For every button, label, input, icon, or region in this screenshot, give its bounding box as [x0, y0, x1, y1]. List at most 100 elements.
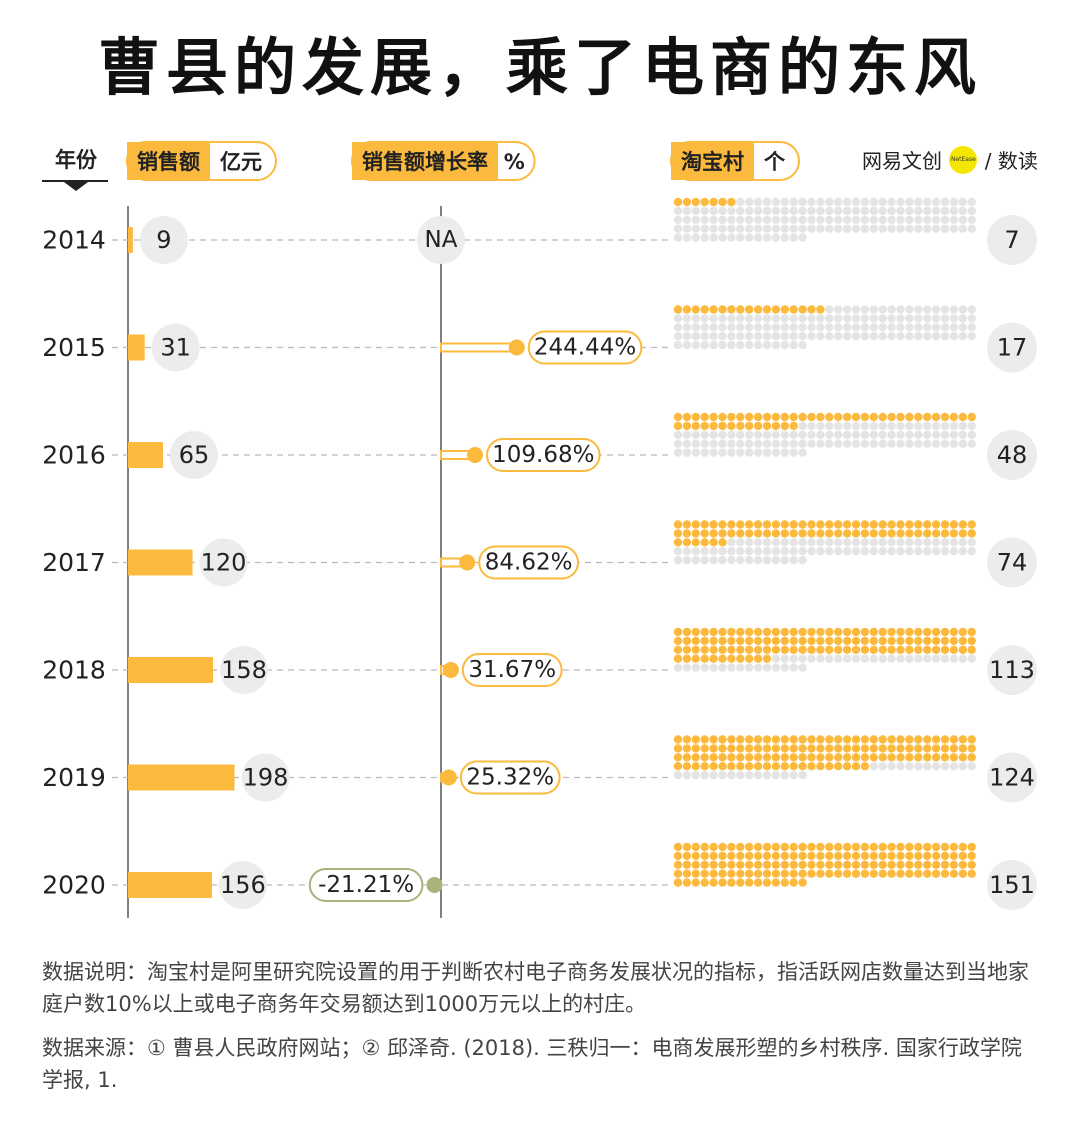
village-dot [718, 412, 727, 422]
village-dot [753, 305, 763, 314]
village-dot [780, 448, 789, 457]
village-dot [753, 224, 763, 233]
village-dot [914, 645, 923, 654]
village-dot [771, 215, 781, 224]
village-dot [816, 520, 825, 529]
village-dot [923, 851, 932, 861]
sales-value-label: 156 [220, 871, 266, 899]
village-dot [923, 332, 932, 341]
village-count-label: 48 [997, 441, 1028, 469]
year-label: 2015 [42, 333, 106, 362]
village-dot [878, 323, 887, 332]
village-dot [780, 869, 789, 878]
growth-value-label: 109.68% [492, 442, 594, 468]
village-dot [896, 869, 905, 878]
village-dot [887, 412, 896, 422]
village-dot [736, 762, 745, 771]
village-dot [691, 412, 700, 422]
village-dot [860, 654, 870, 663]
village-dot [878, 197, 887, 207]
village-dot [789, 421, 798, 431]
village-dot [789, 439, 798, 448]
village-dot [745, 323, 754, 332]
village-dot [745, 448, 754, 457]
village-dot [789, 529, 798, 538]
village-dot [718, 197, 727, 207]
village-count-circle [987, 860, 1037, 910]
village-dot [816, 645, 825, 654]
village-dot [834, 323, 843, 332]
village-dot [958, 421, 967, 431]
village-dot [896, 538, 905, 547]
village-dot [745, 842, 754, 852]
village-dot [949, 636, 959, 646]
village-dot [816, 538, 825, 547]
village-dot [771, 663, 781, 672]
village-dot [682, 421, 692, 431]
village-dot [834, 627, 843, 637]
village-dot [691, 233, 700, 242]
village-dot [789, 555, 798, 565]
village-dot [691, 448, 700, 457]
village-dot [673, 654, 683, 663]
village-dot [798, 547, 807, 556]
village-dot [949, 860, 959, 869]
village-dot [789, 215, 798, 224]
village-dot [727, 547, 736, 556]
village-dot [700, 842, 709, 852]
village-dot [869, 842, 878, 852]
village-dot [762, 520, 772, 529]
village-dot [923, 305, 932, 314]
village-dot [860, 636, 870, 646]
village-dot [771, 206, 781, 216]
village-dot [682, 224, 692, 233]
village-dot [780, 636, 789, 646]
village-dot [682, 520, 692, 529]
village-dot [798, 206, 807, 216]
village-dot [923, 735, 932, 744]
village-dot [860, 842, 870, 852]
village-dot [789, 412, 798, 422]
village-dot [923, 439, 932, 448]
growth-dot [440, 769, 457, 786]
village-dot [914, 627, 923, 637]
village-dot [691, 547, 700, 556]
village-dot [789, 340, 798, 350]
village-dot [682, 215, 692, 224]
village-dot [842, 529, 852, 538]
village-dot [878, 860, 887, 869]
village-dot [869, 860, 878, 869]
village-dot [905, 654, 914, 663]
village-dot [878, 224, 887, 233]
village-dot [851, 735, 861, 744]
village-dot [878, 305, 887, 314]
village-dot [673, 547, 683, 556]
village-dot [673, 430, 683, 439]
growth-dot [426, 877, 443, 893]
brand-column: / 数读 [984, 149, 1038, 173]
village-dot [673, 645, 683, 654]
village-dot [673, 663, 683, 672]
village-dot [673, 529, 683, 538]
village-dot [700, 770, 709, 780]
village-dot [727, 627, 736, 637]
village-dot [860, 529, 870, 538]
village-dot [825, 860, 834, 869]
village-dot [931, 538, 941, 547]
village-dot [718, 340, 727, 350]
village-dot [727, 197, 736, 207]
village-dot [887, 314, 896, 323]
village-dot [931, 762, 941, 771]
village-dot [807, 744, 816, 753]
village-dot [878, 520, 887, 529]
village-dot [691, 340, 700, 350]
sales-value-circle [241, 753, 290, 802]
village-dot [753, 340, 763, 350]
village-dot [736, 314, 745, 323]
village-dot [727, 762, 736, 771]
village-dot [869, 305, 878, 314]
village-dot [745, 735, 754, 744]
village-dot [771, 430, 781, 439]
village-count-label: 74 [997, 549, 1028, 577]
village-dot [914, 305, 923, 314]
